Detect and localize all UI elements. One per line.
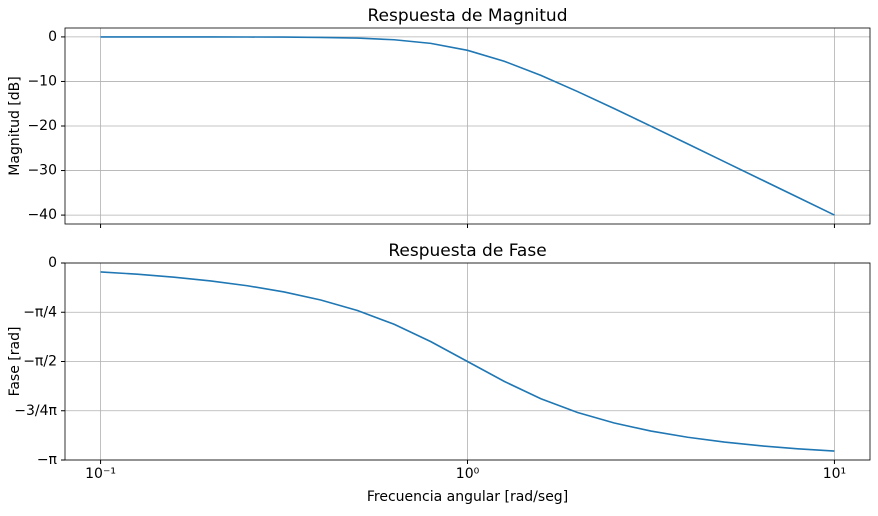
y-tick-label: 0	[48, 29, 57, 45]
y-tick-label: −30	[27, 163, 57, 179]
plot-frame	[64, 262, 871, 461]
y-tick-label: −40	[27, 207, 57, 223]
x-tick-label: 10¹	[823, 466, 846, 482]
y-tick-label: 0	[48, 255, 57, 271]
y-tick-label: −20	[27, 118, 57, 134]
x-tick-label: 10⁻¹	[85, 466, 116, 482]
data-line	[100, 271, 835, 452]
y-axis-label: Magnitud [dB]	[7, 76, 23, 175]
chart-title: Respuesta de Fase	[388, 241, 546, 261]
x-tick-label: 10⁰	[456, 466, 480, 482]
data-line	[100, 36, 835, 216]
chart-title: Respuesta de Magnitud	[368, 6, 568, 26]
y-tick-label: −3/4π	[14, 403, 57, 419]
y-axis-label: Fase [rad]	[7, 327, 23, 397]
y-tick-label: −π/2	[23, 354, 57, 370]
y-tick-label: −10	[27, 73, 57, 89]
y-tick-label: −π/4	[23, 304, 57, 320]
x-axis-label: Frecuencia angular [rad/seg]	[367, 489, 568, 505]
plot-frame	[64, 27, 871, 225]
y-tick-label: −π	[37, 452, 58, 468]
